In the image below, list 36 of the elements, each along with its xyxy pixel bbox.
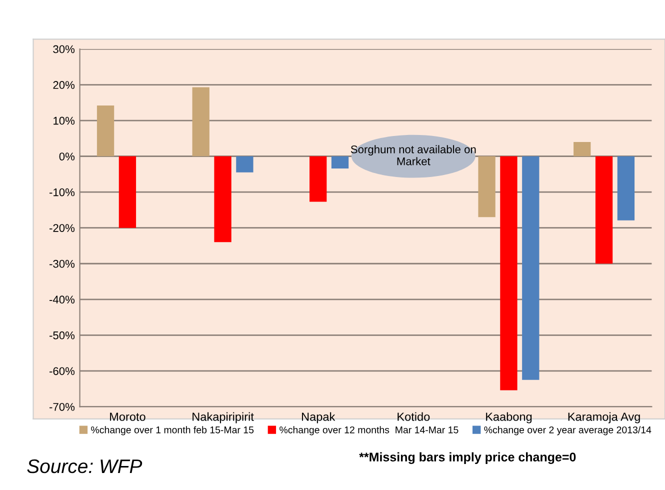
bar <box>617 156 635 220</box>
bar <box>96 106 114 156</box>
bar <box>595 156 613 264</box>
legend-label: %change over 1 month feb 15-Mar 15 <box>91 426 254 436</box>
bar <box>214 156 232 242</box>
bar <box>118 156 136 228</box>
annotation: Sorghum not available on Market <box>350 145 476 166</box>
y-tick-label: -20% <box>49 224 75 232</box>
bar <box>574 142 591 156</box>
y-tick-label: -10% <box>49 188 75 196</box>
bar <box>192 87 210 156</box>
y-tick-label: 30% <box>53 45 75 54</box>
bar <box>500 156 518 390</box>
legend-label: %change over 12 months Mar 14-Mar 15 <box>280 426 458 436</box>
bar <box>478 156 496 218</box>
y-tick-label: 0% <box>59 152 75 160</box>
bar <box>310 156 327 202</box>
legend-label: %change over 2 year average 2013/14 <box>484 426 652 436</box>
bar <box>236 156 254 172</box>
text: **Missing bars imply price change=0 <box>359 452 576 464</box>
x-tick-label: Kotido <box>398 412 430 421</box>
y-tick-label: -70% <box>49 402 75 411</box>
y-tick-label: -60% <box>49 367 75 376</box>
x-tick-label: Moroto <box>110 412 146 421</box>
y-tick-label: -50% <box>49 331 75 340</box>
y-tick-label: 20% <box>53 81 75 89</box>
source-note: Source: WFP <box>27 459 142 474</box>
bar <box>522 156 540 380</box>
x-tick-label: Karamoja Avg <box>568 412 640 424</box>
x-tick-label: Napak <box>302 412 336 424</box>
y-tick-label: 10% <box>54 116 75 125</box>
y-tick-label: -30% <box>49 260 75 268</box>
bar <box>331 156 349 168</box>
x-tick-label: Nakapiripirit <box>192 412 254 424</box>
x-tick-label: Kaabong <box>486 412 532 424</box>
y-tick-label: -40% <box>49 296 75 304</box>
